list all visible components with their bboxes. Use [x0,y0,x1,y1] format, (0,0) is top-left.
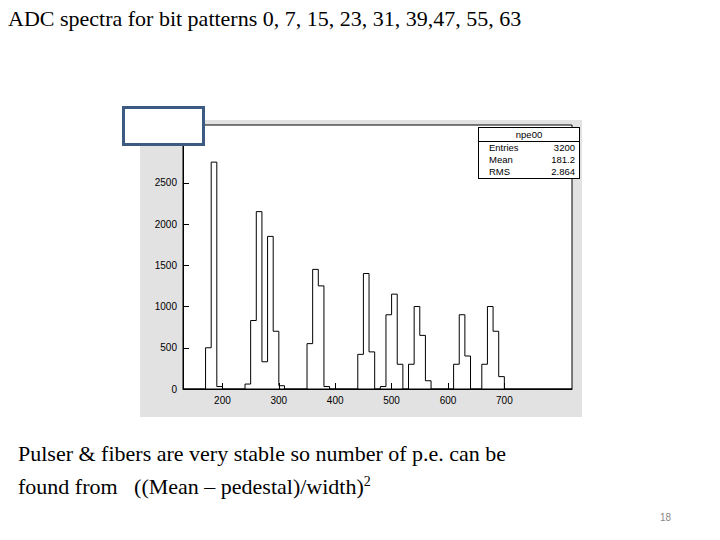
svg-text:700: 700 [496,395,513,406]
html-text:2.864: 2.864 [551,166,575,177]
svg-text:2000: 2000 [155,219,178,230]
html-text:3200: 3200 [553,142,575,153]
svg-text:200: 200 [214,395,231,406]
html-text:found from ((Mean – pedestal)/: found from ((Mean – pedestal)/width)2 [18,474,371,500]
svg-text:1500: 1500 [155,260,178,271]
html-text:Pulser & fibers are very stabl: Pulser & fibers are very stable so numbe… [18,441,507,466]
svg-text:300: 300 [270,395,287,406]
svg-text:2500: 2500 [155,177,178,188]
svg-text:0: 0 [171,384,177,395]
html-text:Mean: Mean [489,154,513,165]
svg-text:400: 400 [327,395,344,406]
svg-text:1000: 1000 [155,301,178,312]
svg-text:500: 500 [160,342,177,353]
html-text:18: 18 [660,512,672,523]
html-text:npe00: npe00 [515,129,543,140]
html-text:181.2: 181.2 [551,154,575,165]
html-text:Entries: Entries [489,142,519,153]
html-text:RMS: RMS [489,166,511,177]
html-text:ADC spectra for bit patterns 0: ADC spectra for bit patterns 0, 7, 15, 2… [8,6,522,31]
svg-text:500: 500 [383,395,400,406]
svg-text:600: 600 [440,395,457,406]
